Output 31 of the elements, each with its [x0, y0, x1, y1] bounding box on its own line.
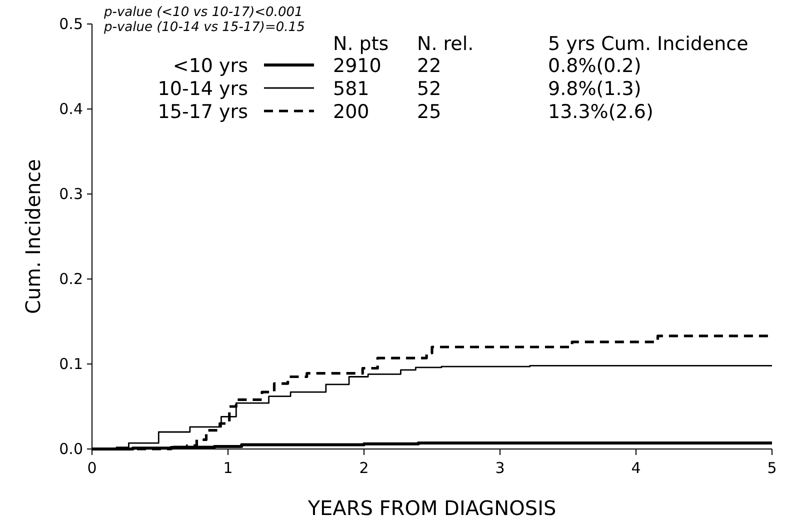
annotation: 200	[333, 101, 370, 123]
annotation: 22	[417, 55, 442, 77]
y-axis-title: Cum. Incidence	[21, 159, 45, 314]
y-tick-label: 0.3	[59, 185, 83, 203]
x-tick-label: 5	[767, 459, 777, 477]
annotation: 2910	[333, 55, 382, 77]
x-tick-label: 2	[359, 459, 369, 477]
legend-label: 10-14 yrs	[158, 78, 248, 100]
x-axis-title: YEARS FROM DIAGNOSIS	[306, 496, 556, 520]
legend-label: <10 yrs	[172, 55, 248, 77]
annotation: 5 yrs Cum. Incidence	[548, 33, 748, 55]
annotation: 52	[417, 78, 442, 100]
x-tick-label: 4	[631, 459, 641, 477]
y-tick-label: 0.0	[59, 440, 83, 458]
x-tick-label: 1	[223, 459, 233, 477]
annotation: N. pts	[333, 33, 389, 55]
y-tick-label: 0.2	[59, 270, 83, 288]
annotation: 9.8%(1.3)	[548, 78, 642, 100]
legend-label: 15-17 yrs	[158, 101, 248, 123]
annotation: N. rel.	[417, 33, 474, 55]
y-tick-label: 0.4	[59, 100, 83, 118]
annotation: 13.3%(2.6)	[548, 101, 654, 123]
x-tick-label: 3	[495, 459, 505, 477]
x-tick-label: 0	[87, 459, 97, 477]
annotation: 25	[417, 101, 442, 123]
annotation: 0.8%(0.2)	[548, 55, 642, 77]
annotation: p-value (10-14 vs 15-17)=0.15	[103, 20, 305, 35]
text: p-value (<10 vs 10-17)<0.001	[103, 5, 303, 20]
y-tick-label: 0.1	[59, 355, 83, 373]
y-tick-label: 0.5	[59, 15, 83, 33]
annotation: 581	[333, 78, 370, 100]
